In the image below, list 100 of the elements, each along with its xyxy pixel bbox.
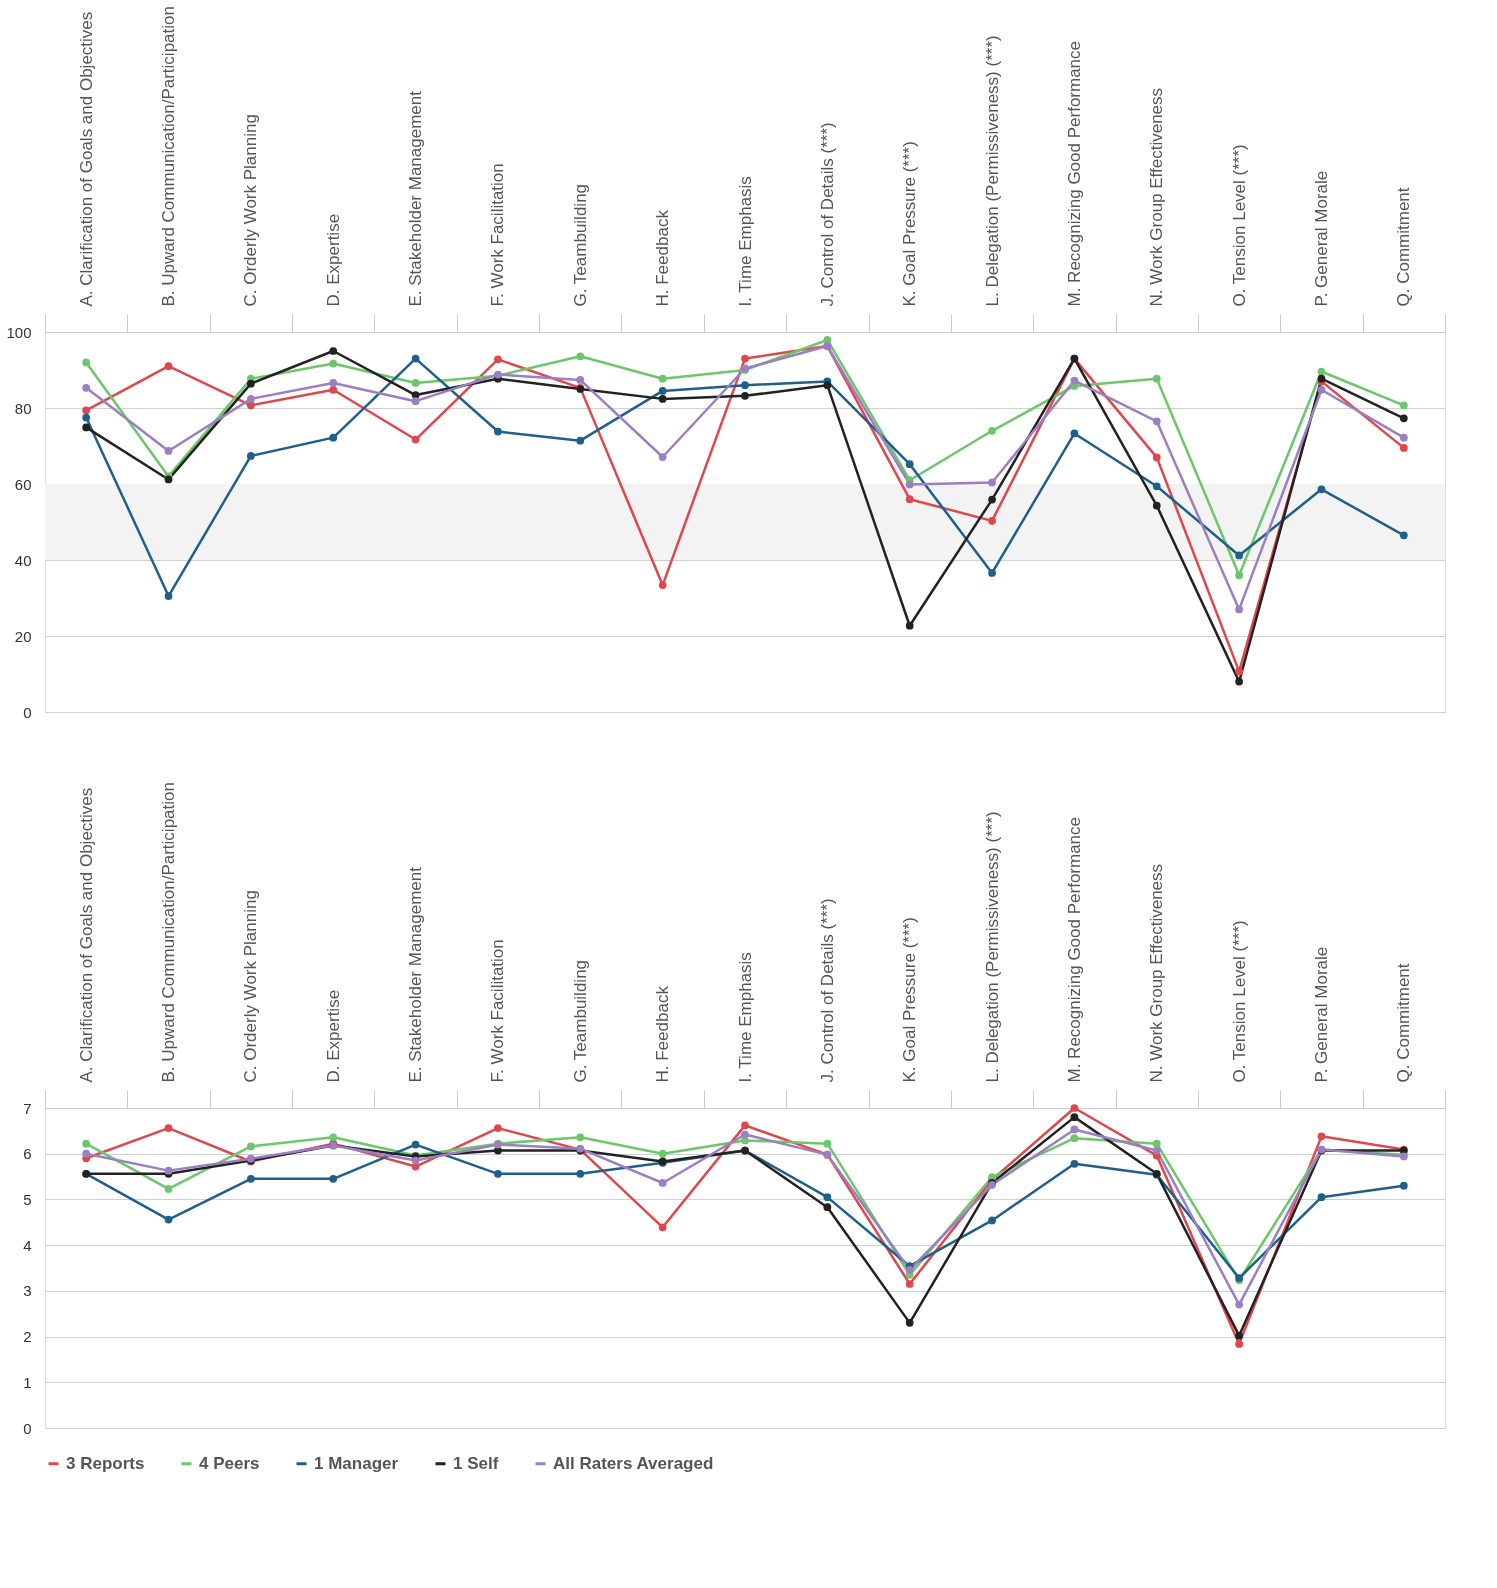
point	[1399, 433, 1408, 442]
point	[494, 355, 502, 364]
point	[658, 1223, 667, 1232]
point	[164, 447, 173, 455]
point	[576, 376, 585, 384]
point	[329, 433, 338, 442]
x-tick-label: K. Goal Pressure (***)	[900, 141, 920, 307]
x-tick-label: C. Orderly Work Planning	[241, 890, 261, 1083]
point	[1235, 571, 1243, 580]
point	[82, 358, 91, 367]
point	[576, 436, 585, 445]
point	[247, 452, 255, 460]
point	[988, 569, 996, 577]
point	[905, 621, 914, 630]
point	[1152, 417, 1161, 426]
point	[164, 362, 173, 371]
x-tick-label: O. Tension Level (***)	[1229, 144, 1249, 307]
x-tick-label: H. Feedback	[653, 985, 673, 1083]
point	[1152, 482, 1161, 491]
y-tick-label: 40	[14, 551, 32, 569]
x-tick-label: J. Control of Details (***)	[817, 122, 837, 307]
point	[1317, 1132, 1326, 1141]
point	[1152, 374, 1161, 383]
point	[1070, 1125, 1079, 1134]
point	[1152, 1139, 1161, 1148]
point	[823, 1139, 832, 1148]
x-tick-label: A. Clarification of Goals and Objectives	[76, 787, 96, 1083]
point	[1070, 429, 1079, 438]
point	[1317, 385, 1326, 394]
point	[1235, 1340, 1243, 1348]
point	[658, 1149, 667, 1158]
point	[741, 391, 749, 400]
x-tick-label: J. Control of Details (***)	[817, 898, 837, 1083]
point	[411, 354, 420, 363]
point	[988, 478, 996, 487]
x-tick-label: M. Recognizing Good Performance	[1064, 40, 1084, 307]
legend-label: 1 Manager	[314, 1453, 399, 1473]
x-tick-label: N. Work Group Effectiveness	[1147, 87, 1167, 307]
x-tick-label: Q. Commitment	[1394, 187, 1414, 307]
x-tick-label: B. Upward Communication/Participation	[159, 6, 179, 307]
point	[1235, 1300, 1243, 1309]
point	[1317, 485, 1326, 494]
point	[82, 423, 91, 432]
legend-label: All Raters Averaged	[553, 1453, 714, 1473]
point	[1070, 1134, 1079, 1143]
point	[1235, 677, 1243, 686]
legend-label: 3 Reports	[66, 1453, 145, 1473]
point	[1152, 501, 1161, 510]
point	[988, 495, 996, 504]
point	[576, 352, 585, 361]
x-tick-label: K. Goal Pressure (***)	[900, 917, 920, 1083]
x-tick-label: A. Clarification of Goals and Objectives	[76, 11, 96, 307]
x-tick-label: F. Work Facilitation	[488, 939, 508, 1083]
point	[329, 379, 338, 387]
x-tick-label: M. Recognizing Good Performance	[1064, 816, 1084, 1083]
point	[494, 1146, 502, 1155]
point	[1399, 1181, 1408, 1190]
point	[247, 395, 255, 403]
point	[494, 1124, 502, 1132]
point	[1317, 1193, 1326, 1202]
point	[247, 379, 255, 388]
y-tick-label: 60	[14, 475, 32, 493]
y-tick-label: 7	[23, 1099, 32, 1117]
point	[82, 413, 91, 422]
legend-label: 1 Self	[453, 1453, 499, 1473]
point	[1152, 453, 1161, 462]
point	[988, 426, 996, 435]
point	[1399, 401, 1408, 410]
y-tick-label: 0	[23, 1419, 32, 1437]
point	[658, 395, 667, 403]
point	[329, 1174, 338, 1183]
point	[82, 1149, 91, 1158]
point	[1235, 551, 1243, 560]
point	[823, 381, 832, 390]
x-tick-label: F. Work Facilitation	[488, 163, 508, 307]
point	[658, 374, 667, 383]
point	[494, 427, 502, 436]
x-tick-label: N. Work Group Effectiveness	[1147, 863, 1167, 1083]
x-tick-label: G. Teambuilding	[570, 959, 590, 1083]
point	[411, 1140, 420, 1149]
point	[164, 1124, 173, 1132]
point	[1235, 1331, 1243, 1340]
x-tick-label: G. Teambuilding	[570, 183, 590, 307]
point	[905, 495, 914, 504]
y-tick-label: 1	[23, 1373, 32, 1391]
point	[411, 1156, 420, 1165]
y-tick-label: 80	[14, 399, 32, 417]
y-tick-label: 6	[23, 1145, 32, 1163]
y-tick-label: 2	[23, 1328, 32, 1346]
x-tick-label: P. General Morale	[1311, 946, 1331, 1083]
point	[411, 397, 420, 406]
point	[658, 387, 667, 395]
point	[658, 581, 667, 589]
point	[658, 1179, 667, 1187]
x-tick-label: B. Upward Communication/Participation	[159, 782, 179, 1083]
point	[1317, 367, 1326, 376]
point	[1399, 531, 1408, 540]
point	[823, 1193, 832, 1202]
x-tick-label: I. Time Emphasis	[735, 952, 755, 1083]
x-tick-label: E. Stakeholder Management	[406, 866, 426, 1083]
